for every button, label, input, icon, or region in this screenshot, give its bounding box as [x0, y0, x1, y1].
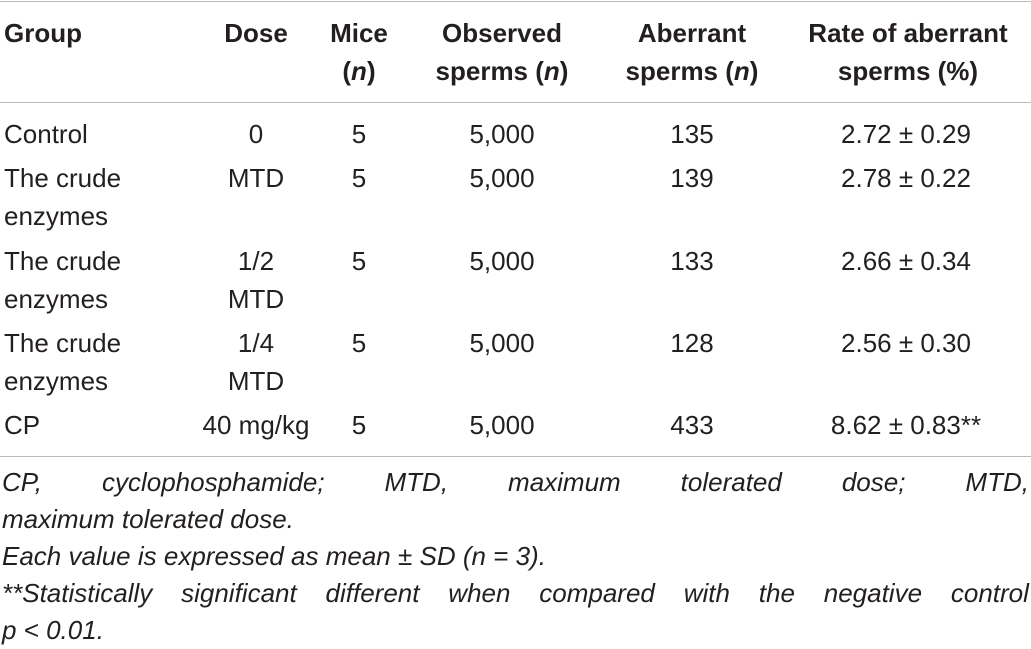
row-crude-mtd-rate: 2.78 ± 0.22	[841, 163, 971, 193]
row-crude-mtd-group: The crude enzymes	[4, 163, 122, 231]
row-crude-mtd-mice: 5	[351, 163, 367, 193]
row-crude-half-rate: 2.66 ± 0.34	[841, 246, 971, 276]
row-control-rate: 2.72 ± 0.29	[841, 119, 971, 149]
row-crude-mtd-aberrant: 139	[670, 163, 714, 193]
footnote-abbreviations-cont: maximum tolerated dose.	[2, 504, 294, 534]
footnote-abbreviations: CP, cyclophosphamide; MTD, maximum toler…	[2, 467, 1029, 497]
row-crude-mtd-dose: MTD	[227, 163, 285, 193]
header-observed: Observed sperms (n)	[435, 18, 569, 86]
row-crude-half-dose: 1/2 MTD	[227, 246, 285, 314]
row-crude-half-group: The crude enzymes	[4, 246, 122, 314]
row-control-observed: 5,000	[469, 119, 535, 149]
row-crude-quarter-observed: 5,000	[469, 328, 535, 358]
footnote-significance-cont: p < 0.01.	[2, 615, 104, 645]
row-cp-dose: 40 mg/kg	[202, 410, 310, 440]
table-top-rule	[0, 1, 1031, 2]
row-cp-observed: 5,000	[469, 410, 535, 440]
row-crude-quarter-dose: 1/4 MTD	[227, 328, 285, 396]
row-crude-half-mice: 5	[351, 246, 367, 276]
table-footnotes: CP, cyclophosphamide; MTD, maximum toler…	[2, 464, 1029, 649]
row-crude-quarter-group: The crude enzymes	[4, 328, 122, 396]
row-cp-group: CP	[4, 410, 41, 440]
row-cp-aberrant: 433	[670, 410, 714, 440]
footnote-significance: **Statistically significant different wh…	[2, 578, 1029, 608]
header-mice: Mice (n)	[330, 14, 388, 90]
row-crude-half-aberrant: 133	[670, 246, 714, 276]
row-control-dose: 0	[248, 119, 264, 149]
table-header-rule	[0, 102, 1031, 103]
header-group: Group	[4, 18, 82, 48]
header-aberrant: Aberrant sperms (n)	[625, 18, 759, 86]
row-crude-quarter-rate: 2.56 ± 0.30	[841, 328, 971, 358]
row-control-group: Control	[4, 119, 88, 149]
row-control-aberrant: 135	[670, 119, 714, 149]
footnote-mean-sd: Each value is expressed as mean ± SD (n …	[2, 541, 546, 571]
table-bottom-rule	[0, 456, 1031, 457]
row-crude-half-observed: 5,000	[469, 246, 535, 276]
row-crude-mtd-observed: 5,000	[469, 163, 535, 193]
header-rate: Rate of aberrant sperms (%)	[808, 18, 1008, 86]
header-mice-unit: (n)	[342, 56, 376, 86]
row-crude-quarter-mice: 5	[351, 328, 367, 358]
row-crude-quarter-aberrant: 128	[670, 328, 714, 358]
header-dose: Dose	[224, 18, 288, 48]
row-cp-rate: 8.62 ± 0.83**	[830, 410, 982, 440]
row-cp-mice: 5	[351, 410, 367, 440]
row-control-mice: 5	[351, 119, 367, 149]
